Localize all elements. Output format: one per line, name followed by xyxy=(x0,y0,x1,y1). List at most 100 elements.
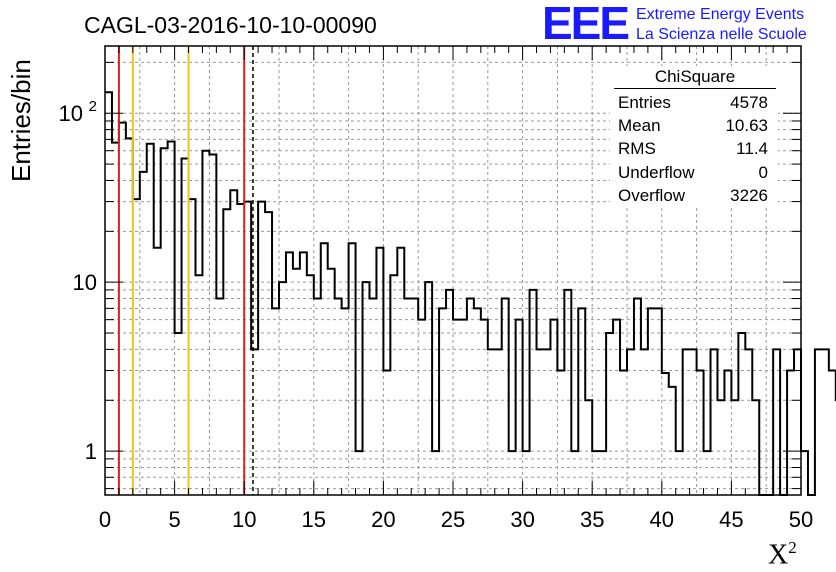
histogram-bin xyxy=(724,371,731,495)
x-axis-label-sup: 2 xyxy=(788,538,797,557)
x-axis-label-base: X xyxy=(768,539,789,571)
histogram-bin xyxy=(474,308,481,495)
histogram-bin xyxy=(773,349,780,495)
histogram-bin xyxy=(829,371,836,495)
stats-box-title: ChiSquare xyxy=(614,66,776,89)
x-tick-label: 5 xyxy=(168,507,180,532)
histogram-bin xyxy=(711,349,718,495)
stats-value: 3226 xyxy=(730,185,768,205)
histogram-bin xyxy=(168,142,175,495)
histogram-bin xyxy=(328,269,335,495)
histogram-bin xyxy=(453,320,460,495)
histogram-bin xyxy=(467,299,474,495)
histogram-bin xyxy=(300,252,307,495)
histogram-bin xyxy=(425,282,432,495)
histogram-bin xyxy=(286,252,293,495)
histogram-bin xyxy=(704,451,711,495)
stats-value: 11.4 xyxy=(736,139,768,159)
x-tick-label: 35 xyxy=(580,507,604,532)
histogram-bin xyxy=(495,349,502,495)
stats-key: Underflow xyxy=(618,162,695,182)
histogram-bin xyxy=(502,299,509,495)
histogram-bin xyxy=(731,400,738,495)
histogram-bin xyxy=(578,308,585,495)
histogram-bin xyxy=(369,299,376,495)
histogram-bin xyxy=(530,290,537,495)
histogram-bin xyxy=(641,349,648,495)
histogram-bin xyxy=(383,371,390,495)
histogram-bin xyxy=(223,209,230,495)
y-axis-label: Entries/bin xyxy=(6,59,36,182)
histogram-bin xyxy=(571,451,578,495)
histogram-bin xyxy=(147,144,154,495)
chart-title: CAGL-03-2016-10-10-00090 xyxy=(84,12,377,38)
stats-key: Entries xyxy=(618,93,671,112)
histogram-bin xyxy=(697,371,704,495)
logo-line-1: Extreme Energy Events xyxy=(636,6,805,23)
x-tick-label: 40 xyxy=(650,507,674,532)
histogram-bin xyxy=(794,349,801,495)
histogram-bin xyxy=(516,320,523,495)
histogram-bin xyxy=(140,172,147,495)
y-tick-label: 10 xyxy=(73,270,97,295)
histogram-bin xyxy=(105,92,112,495)
x-tick-label: 30 xyxy=(510,507,534,532)
histogram-bin xyxy=(216,299,223,495)
histogram-bin xyxy=(390,275,397,495)
histogram-bin xyxy=(717,400,724,495)
histogram-bin xyxy=(662,373,669,495)
histogram-bin xyxy=(592,451,599,495)
stats-box: ChiSquare Entries 4578 Mean 10.63 RMS 11… xyxy=(610,66,778,207)
histogram-bin xyxy=(356,451,363,495)
histogram-bin xyxy=(738,333,745,495)
histogram-bin xyxy=(585,400,592,495)
histogram-bin xyxy=(543,349,550,495)
stats-key: Mean xyxy=(618,116,661,136)
histogram-bin xyxy=(126,138,133,495)
histogram-bin xyxy=(404,299,411,495)
eee-logo-mark: EEE xyxy=(542,0,630,49)
y-tick-label: 10 xyxy=(59,101,83,126)
stats-value: 4578 xyxy=(730,93,768,112)
histogram-bin xyxy=(815,349,822,495)
stats-value: 0 xyxy=(758,162,768,182)
y-tick-label: 1 xyxy=(85,439,97,464)
histogram-bin xyxy=(175,333,182,495)
histogram-bin xyxy=(439,308,446,495)
histogram-bin xyxy=(418,320,425,495)
histogram-series-outline xyxy=(105,91,836,496)
histogram-bin xyxy=(209,154,216,495)
histogram-bin xyxy=(230,190,237,495)
histogram-bin xyxy=(251,349,258,495)
histogram-bin xyxy=(537,349,544,495)
stats-key: Overflow xyxy=(618,185,686,205)
histogram-bin xyxy=(606,333,613,495)
x-tick-label: 20 xyxy=(371,507,395,532)
histogram-bin xyxy=(272,308,279,495)
histogram-bin xyxy=(335,299,342,495)
histogram-bin xyxy=(432,451,439,495)
histogram-bin xyxy=(314,299,321,495)
histogram-bin xyxy=(446,290,453,495)
histogram-bin xyxy=(634,299,641,495)
stats-value: 10.63 xyxy=(725,116,768,136)
histogram-bin xyxy=(376,248,383,495)
histogram-bin xyxy=(258,202,265,495)
histogram-bin xyxy=(676,451,683,495)
histogram-bin xyxy=(161,148,168,495)
histogram-bin xyxy=(342,308,349,495)
histogram-bin xyxy=(189,199,196,495)
histogram-bin xyxy=(557,371,564,495)
stats-row: Underflow 0 xyxy=(610,161,778,184)
histogram-bin xyxy=(119,123,126,495)
histogram-bin xyxy=(202,151,209,495)
histogram-bin xyxy=(613,320,620,495)
histogram-bin xyxy=(745,349,752,495)
histogram-bin xyxy=(509,451,516,495)
x-axis-label: X2 xyxy=(768,538,797,571)
x-tick-label: 45 xyxy=(719,507,743,532)
histogram-bin xyxy=(648,308,655,495)
histogram-bin xyxy=(133,199,140,495)
histogram-bin xyxy=(195,275,202,495)
histogram-bin xyxy=(564,290,571,495)
